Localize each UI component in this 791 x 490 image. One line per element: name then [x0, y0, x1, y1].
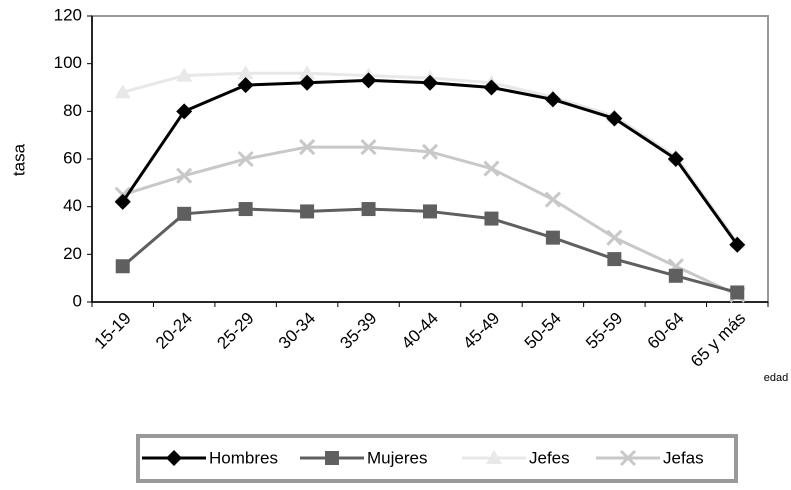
marker: [668, 268, 683, 283]
marker: [238, 202, 253, 217]
marker: [166, 450, 182, 466]
marker: [114, 193, 131, 210]
y-tick-label: 20: [63, 244, 82, 263]
y-tick-label: 120: [54, 5, 82, 24]
marker: [325, 451, 339, 465]
marker: [237, 65, 254, 80]
marker: [361, 202, 376, 217]
x-tick-label: 40-44: [398, 309, 442, 353]
x-tick-label: 15-19: [91, 309, 135, 353]
marker: [177, 206, 192, 221]
marker: [360, 139, 377, 156]
marker: [484, 211, 499, 226]
x-tick-label: 25-29: [213, 309, 257, 353]
marker: [544, 191, 561, 208]
series-line: [121, 78, 739, 246]
legend-label: Hombres: [209, 448, 278, 467]
marker: [619, 449, 637, 467]
series: [115, 202, 745, 300]
marker: [606, 229, 623, 246]
marker: [483, 160, 500, 177]
marker: [423, 204, 437, 219]
marker: [176, 103, 193, 120]
plot-frame: [91, 15, 769, 303]
x-tick-label: 55-59: [582, 309, 626, 353]
y-tick-label: 40: [63, 196, 82, 215]
series: [114, 72, 746, 253]
marker: [114, 84, 131, 99]
series: [114, 65, 746, 249]
series: [114, 139, 746, 303]
marker: [667, 151, 684, 167]
marker: [729, 236, 746, 253]
x-axis-label: edad: [764, 372, 788, 384]
y-tick-label: 80: [63, 101, 82, 120]
marker: [730, 285, 745, 300]
marker: [360, 72, 377, 89]
marker: [606, 110, 623, 127]
x-tick-label: 65 y más: [687, 309, 749, 371]
marker: [299, 139, 316, 156]
marker: [115, 259, 130, 274]
marker: [237, 150, 254, 168]
marker: [237, 77, 254, 94]
series-line: [122, 145, 738, 297]
marker: [422, 74, 438, 91]
x-tick-label: 60-64: [644, 309, 688, 353]
y-tick-label: 60: [63, 148, 82, 167]
marker: [299, 74, 316, 91]
marker: [300, 204, 315, 219]
marker: [607, 252, 622, 267]
x-tick-label: 20-24: [152, 309, 196, 353]
y-tick-label: 100: [54, 53, 82, 72]
marker: [421, 143, 439, 160]
marker: [545, 230, 560, 245]
x-tick-label: 45-49: [459, 309, 503, 353]
x-tick-label: 50-54: [521, 309, 565, 353]
marker: [483, 79, 500, 96]
marker: [486, 450, 502, 464]
x-tick-label: 30-34: [275, 309, 319, 353]
marker: [299, 65, 316, 80]
y-tick-label: 0: [73, 291, 82, 310]
y-axis-label: tasa: [9, 143, 28, 176]
legend-label: Jefes: [529, 448, 570, 467]
x-tick-label: 35-39: [336, 309, 380, 353]
marker: [544, 91, 561, 108]
marker: [176, 167, 193, 184]
legend-label: Mujeres: [367, 448, 427, 467]
legend-label: Jefas: [663, 448, 704, 467]
marker: [176, 67, 193, 82]
